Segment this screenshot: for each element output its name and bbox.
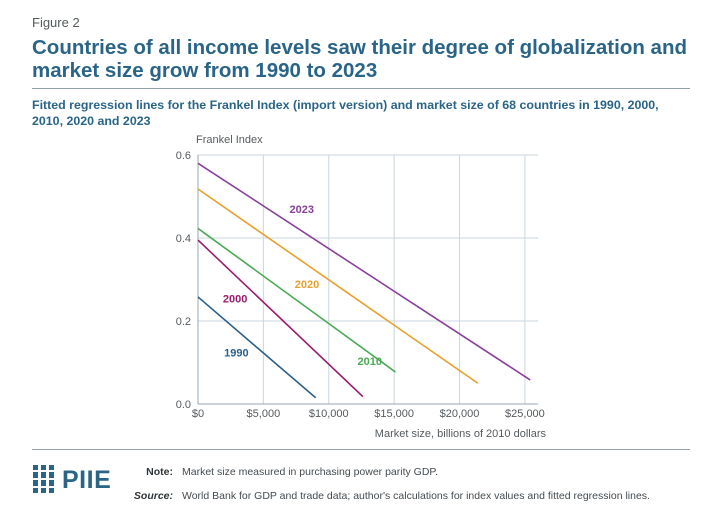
chart-headline: Countries of all income levels saw their…	[32, 36, 687, 82]
note-text: Market size measured in purchasing power…	[182, 466, 439, 478]
note-label: Note:	[146, 466, 173, 478]
x-tick-label: $5,000	[247, 408, 281, 420]
y-tick-label: 0.0	[176, 399, 191, 411]
series-label-2023: 2023	[290, 204, 314, 216]
column-logo-icon	[32, 465, 55, 493]
y-axis-title: Frankel Index	[196, 134, 263, 146]
series-label-1990: 1990	[224, 347, 248, 359]
logo-wordmark: PIIE	[62, 466, 112, 494]
figure-label: Figure 2	[32, 15, 80, 30]
series-line-2010	[197, 227, 396, 373]
y-tick-label: 0.4	[176, 233, 191, 245]
axes: 0.0 0.2 0.4 0.6 $0 $5,000 $10,000 $15,000 $20,00…	[176, 134, 547, 440]
series-line-2023	[197, 162, 531, 381]
footer-divider	[32, 449, 690, 450]
y-tick-label: 0.2	[176, 316, 191, 328]
piie-logo: PIIE	[32, 463, 112, 494]
x-tick-label: $15,000	[374, 408, 414, 420]
series-lines	[197, 162, 531, 399]
series-line-1990	[197, 296, 317, 399]
series-label-2000: 2000	[223, 293, 247, 305]
header-divider	[32, 88, 690, 89]
chart-subtitle: Fitted regression lines for the Frankel …	[32, 98, 659, 128]
source-label: Source:	[133, 490, 173, 502]
series-labels: 1990 2000 2010 2020 2023	[223, 204, 382, 368]
x-tick-label: $0	[192, 408, 204, 420]
series-line-2000	[197, 239, 364, 398]
x-tick-label: $10,000	[309, 408, 349, 420]
series-line-2020	[197, 188, 479, 384]
source-text: World Bank for GDP and trade data; autho…	[182, 490, 650, 502]
x-tick-label: $25,000	[505, 408, 545, 420]
x-axis-title: Market size, billions of 2010 dollars	[375, 428, 547, 440]
series-label-2010: 2010	[358, 356, 382, 368]
x-tick-label: $20,000	[440, 408, 480, 420]
y-tick-label: 0.6	[176, 150, 191, 162]
series-label-2020: 2020	[295, 279, 319, 291]
